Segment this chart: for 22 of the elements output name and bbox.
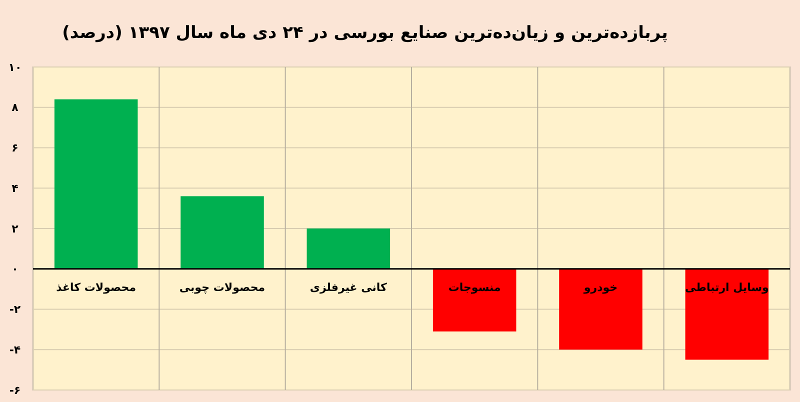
y-tick-label: -۶ [9,384,21,397]
bar [180,196,264,269]
x-tick-label: منسوجات [448,280,501,294]
y-tick-label: ۰ [12,262,18,276]
x-tick-label: محصولات کاغذ [56,280,136,294]
y-tick-label: ۲ [12,222,19,236]
y-tick-label: ۸ [12,101,19,114]
y-tick-label: ۱۰ [8,60,22,74]
chart-title: پربازده‌ترین و زیان‌ده‌ترین صنایع بورسی در ۲۴ دی ماه سال ۱۳۹۷ (درصد) [62,23,668,43]
y-tick-label: ۶ [12,142,18,155]
x-tick-label: محصولات چوبی [179,280,266,294]
x-tick-label: کانی غیرفلزی [310,280,388,294]
y-tick-label: -۴ [9,343,21,356]
bar [306,228,390,269]
x-tick-label: خودرو [582,280,618,294]
bar [54,99,138,269]
y-tick-label: ۴ [12,182,19,195]
x-tick-label: وسایل ارتباطی [684,280,770,294]
bar [685,268,769,360]
bar [559,268,642,350]
bar [432,268,516,332]
y-tick-label: -۲ [9,303,21,316]
